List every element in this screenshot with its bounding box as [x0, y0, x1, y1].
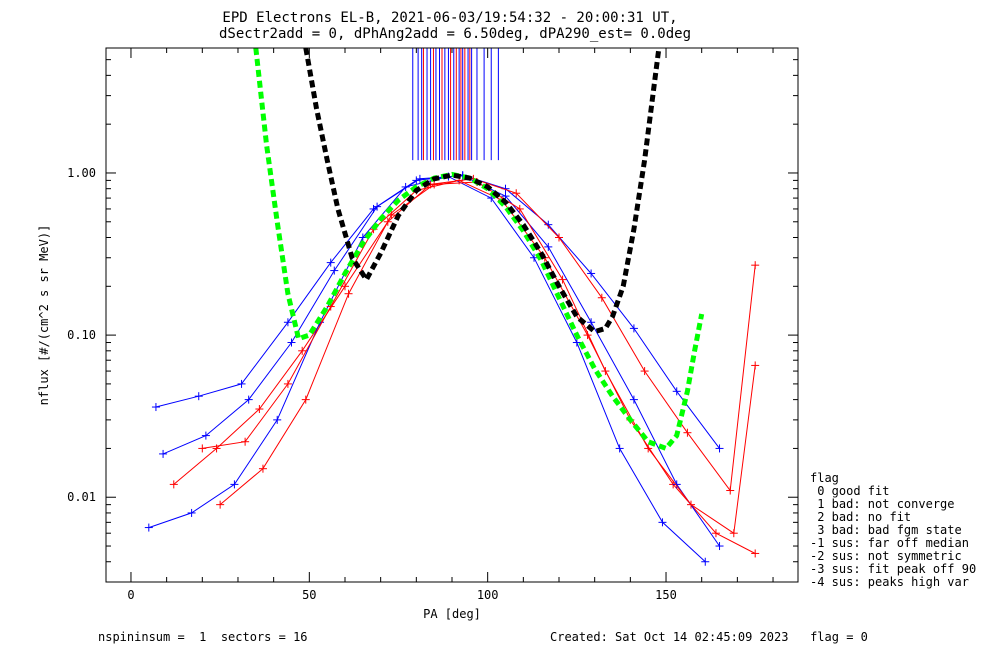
data-point — [544, 242, 553, 251]
data-point — [169, 480, 178, 489]
data-point — [358, 233, 367, 242]
data-point — [672, 387, 681, 396]
data-point — [751, 549, 760, 558]
data-point — [629, 395, 638, 404]
data-point — [686, 500, 695, 509]
x-axis-label: PA [deg] — [423, 607, 481, 621]
data-point — [629, 324, 638, 333]
data-point — [244, 395, 253, 404]
data-point — [412, 176, 421, 185]
data-point — [726, 486, 735, 495]
y-axis-label: nflux [#/(cm^2 s sr MeV)] — [37, 225, 51, 406]
data-point — [415, 174, 424, 183]
data-point — [194, 392, 203, 401]
legend-item: -4 sus: peaks high var — [810, 575, 969, 589]
data-point — [587, 269, 596, 278]
data-point — [558, 275, 567, 284]
data-point — [344, 289, 353, 298]
data-point — [287, 338, 296, 347]
data-point — [615, 444, 624, 453]
data-point — [258, 464, 267, 473]
data-point — [241, 437, 250, 446]
data-point — [198, 444, 207, 453]
legend-item: 0 good fit — [810, 484, 889, 498]
data-point — [159, 449, 168, 458]
legend-item: 3 bad: bad fgm state — [810, 523, 962, 537]
data-point — [597, 293, 606, 302]
data-point — [555, 233, 564, 242]
data-point — [330, 266, 339, 275]
data-point — [326, 258, 335, 267]
x-tick-label: 50 — [302, 588, 316, 602]
legend-title: flag — [810, 471, 839, 485]
footer-right: Created: Sat Oct 14 02:45:09 2023 flag =… — [550, 630, 868, 644]
data-point — [715, 444, 724, 453]
flag-legend: flag 0 good fit 1 bad: not converge 2 ba… — [810, 471, 976, 589]
legend-item: -1 sus: far off median — [810, 536, 969, 550]
data-point — [751, 261, 760, 270]
chart-title: EPD Electrons EL-B, 2021-06-03/19:54:32 … — [222, 10, 677, 26]
x-tick-label: 0 — [127, 588, 134, 602]
fit-curve — [303, 48, 662, 335]
data-point — [715, 542, 724, 551]
data-point — [283, 379, 292, 388]
data-point — [144, 523, 153, 532]
data-point — [187, 508, 196, 517]
data-point — [230, 480, 239, 489]
data-point — [298, 346, 307, 355]
data-point — [401, 182, 410, 191]
data-point — [255, 405, 264, 414]
footer-left: nspininsum = 1 sectors = 16 — [98, 630, 308, 644]
data-point — [711, 529, 720, 538]
y-tick-label: 0.10 — [67, 328, 96, 342]
axis-ticks: 0 50 100 150 0.01 0.10 1.00 — [67, 48, 798, 602]
data-point — [373, 202, 382, 211]
data-point — [701, 557, 710, 566]
series-line — [202, 179, 756, 554]
legend-item: -2 sus: not symmetric — [810, 549, 962, 563]
data-point — [644, 444, 653, 453]
data-point — [387, 211, 396, 220]
plot-data-layer — [144, 48, 760, 566]
data-point — [672, 480, 681, 489]
data-point — [201, 431, 210, 440]
data-point — [530, 253, 539, 262]
data-point — [515, 204, 524, 213]
legend-item: 2 bad: no fit — [810, 510, 911, 524]
data-point — [683, 428, 692, 437]
legend-item: -3 sus: fit peak off 90 — [810, 562, 976, 576]
data-point — [301, 395, 310, 404]
y-tick-label: 0.01 — [67, 490, 96, 504]
data-point — [283, 318, 292, 327]
x-tick-label: 150 — [655, 588, 677, 602]
data-point — [273, 415, 282, 424]
data-point — [601, 367, 610, 376]
data-point — [729, 529, 738, 538]
legend-item: 1 bad: not converge — [810, 497, 955, 511]
chart-subtitle: dSectr2add = 0, dPhAng2add = 6.50deg, dP… — [219, 26, 691, 42]
data-point — [501, 192, 510, 201]
series-line — [148, 176, 706, 563]
data-point — [587, 318, 596, 327]
data-point — [216, 500, 225, 509]
data-point — [658, 518, 667, 527]
data-point — [640, 367, 649, 376]
data-point — [151, 403, 160, 412]
data-point — [544, 220, 553, 229]
data-point — [237, 379, 246, 388]
data-point — [512, 189, 521, 198]
fit-curve — [253, 48, 705, 452]
y-tick-label: 1.00 — [67, 166, 96, 180]
data-point — [751, 361, 760, 370]
x-tick-label: 100 — [477, 588, 499, 602]
plot-frame — [105, 47, 799, 583]
